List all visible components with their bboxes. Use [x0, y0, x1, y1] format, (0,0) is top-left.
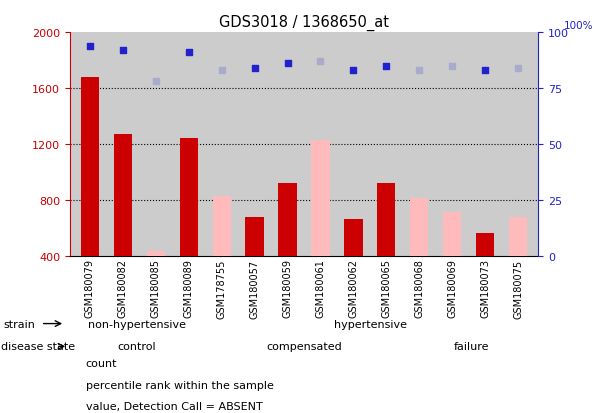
- Point: [151, 79, 161, 85]
- Bar: [510, 217, 527, 256]
- Point: [250, 65, 260, 72]
- Text: percentile rank within the sample: percentile rank within the sample: [86, 380, 274, 390]
- Point: [480, 68, 490, 74]
- Point: [118, 47, 128, 54]
- Text: value, Detection Call = ABSENT: value, Detection Call = ABSENT: [86, 401, 263, 411]
- Text: count: count: [86, 358, 117, 368]
- Bar: [378, 183, 395, 256]
- Bar: [443, 213, 461, 256]
- Point: [85, 43, 95, 50]
- Bar: [179, 139, 198, 256]
- Point: [216, 68, 226, 74]
- Point: [415, 68, 424, 74]
- Point: [283, 61, 292, 68]
- Bar: [114, 135, 132, 256]
- Bar: [476, 234, 494, 256]
- Text: disease state: disease state: [1, 342, 75, 351]
- Text: strain: strain: [3, 319, 35, 329]
- Bar: [213, 196, 230, 256]
- Text: control: control: [117, 342, 156, 351]
- Text: compensated: compensated: [266, 342, 342, 351]
- Bar: [410, 199, 429, 256]
- Bar: [147, 252, 165, 256]
- Bar: [246, 217, 264, 256]
- Text: GDS3018 / 1368650_at: GDS3018 / 1368650_at: [219, 14, 389, 31]
- Text: failure: failure: [454, 342, 489, 351]
- Bar: [344, 220, 362, 256]
- Point: [513, 65, 523, 72]
- Point: [184, 50, 193, 57]
- Text: 100%: 100%: [564, 21, 593, 31]
- Point: [382, 63, 392, 70]
- Bar: [278, 183, 297, 256]
- Point: [348, 68, 358, 74]
- Point: [447, 63, 457, 70]
- Bar: [311, 140, 330, 256]
- Bar: [81, 78, 98, 256]
- Point: [316, 59, 325, 65]
- Text: non-hypertensive: non-hypertensive: [88, 319, 186, 329]
- Text: hypertensive: hypertensive: [334, 319, 407, 329]
